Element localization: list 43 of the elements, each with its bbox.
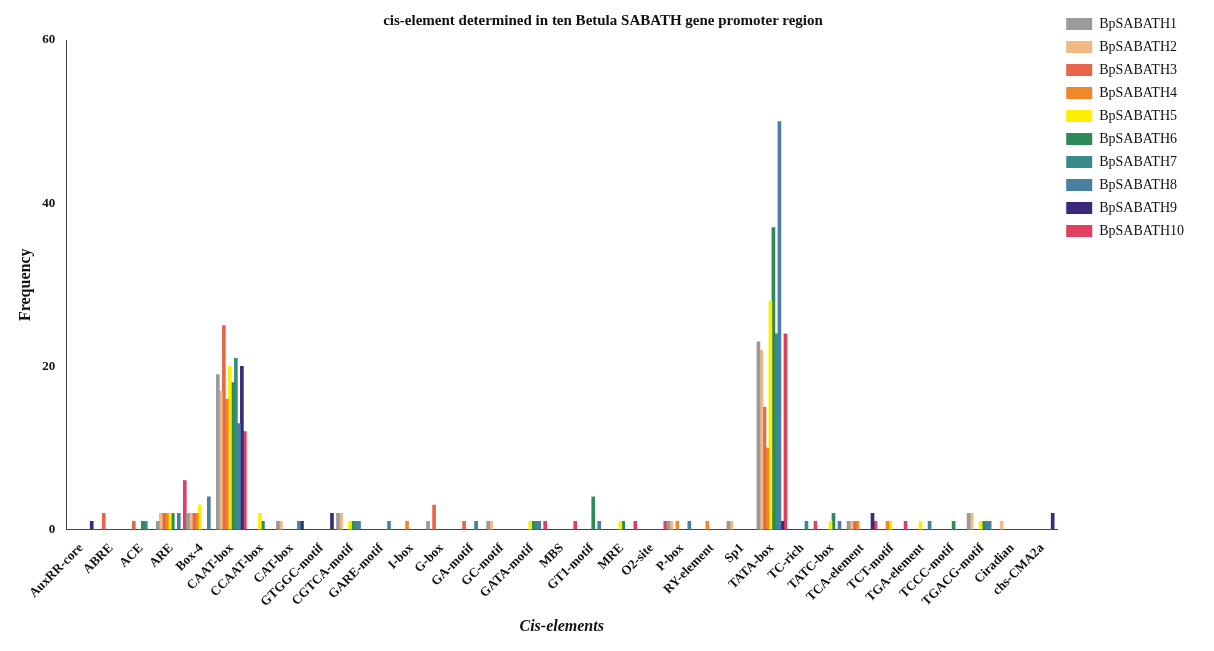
bar bbox=[591, 496, 596, 530]
bar bbox=[131, 521, 136, 530]
bar bbox=[573, 521, 578, 530]
y-tick-label: 40 bbox=[42, 194, 56, 210]
bar bbox=[185, 512, 190, 530]
legend-label: BpSABATH9 bbox=[1099, 199, 1177, 215]
y-tick-label: 60 bbox=[42, 31, 56, 47]
legend-label: BpSABATH5 bbox=[1099, 107, 1177, 123]
bar bbox=[155, 521, 160, 530]
bar bbox=[474, 521, 478, 530]
legend-label: BpSABATH1 bbox=[1099, 15, 1177, 31]
x-axis-title: Cis-elements bbox=[519, 616, 604, 634]
legend-label: BpSABATH7 bbox=[1099, 153, 1177, 169]
bar bbox=[405, 521, 409, 530]
bar bbox=[633, 521, 638, 530]
bar bbox=[543, 521, 548, 530]
y-tick-label: 20 bbox=[42, 357, 56, 373]
bar bbox=[1050, 512, 1055, 530]
bar bbox=[387, 521, 391, 530]
legend-label: BpSABATH2 bbox=[1099, 38, 1177, 54]
bar bbox=[597, 521, 602, 530]
bar bbox=[240, 366, 244, 530]
bar bbox=[462, 521, 466, 530]
y-axis-title: Frequency bbox=[15, 248, 34, 322]
legend-label: BpSABATH3 bbox=[1099, 61, 1177, 77]
legend-label: BpSABATH10 bbox=[1099, 222, 1184, 238]
bar bbox=[675, 521, 680, 530]
y-tick-label: 0 bbox=[48, 520, 56, 536]
bar bbox=[89, 521, 94, 530]
bar bbox=[182, 480, 187, 530]
legend-label: BpSABATH8 bbox=[1099, 176, 1177, 192]
bar bbox=[222, 325, 226, 530]
legend-label: BpSABATH6 bbox=[1099, 130, 1177, 146]
bar bbox=[258, 512, 262, 530]
bar bbox=[330, 512, 334, 530]
bar bbox=[426, 521, 430, 530]
chart-title: cis-element determined in ten Betula SABATH gene promoter region bbox=[383, 11, 824, 28]
bar bbox=[432, 504, 436, 530]
bar bbox=[176, 512, 181, 530]
bar bbox=[216, 374, 220, 530]
bar bbox=[101, 512, 106, 530]
bar bbox=[207, 496, 211, 530]
legend-label: BpSABATH4 bbox=[1099, 84, 1177, 100]
